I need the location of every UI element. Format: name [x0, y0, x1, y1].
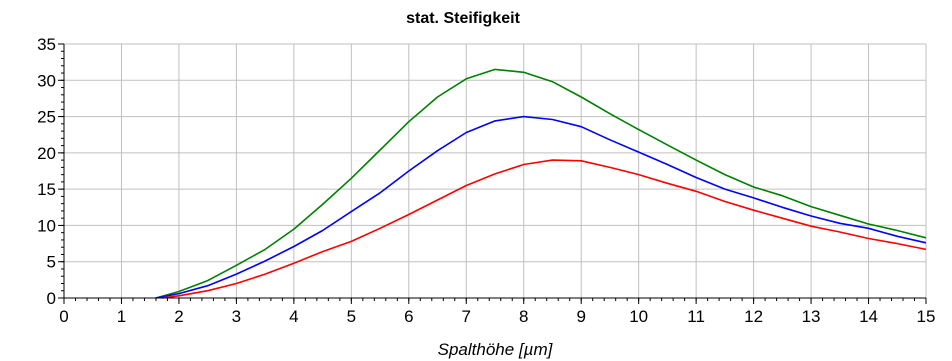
x-tick-label: 0 — [59, 307, 68, 326]
chart-title: stat. Steifigkeit — [406, 10, 520, 27]
x-tick-label: 12 — [744, 307, 763, 326]
x-tick-label: 2 — [174, 307, 183, 326]
y-tick-label: 30 — [37, 71, 56, 90]
x-tick-label: 7 — [462, 307, 471, 326]
x-tick-label: 6 — [404, 307, 413, 326]
y-tick-label: 10 — [37, 216, 56, 235]
plot-area — [64, 44, 926, 298]
y-tick-label: 5 — [47, 253, 56, 272]
x-tick-label: 4 — [289, 307, 298, 326]
x-tick-label: 3 — [232, 307, 241, 326]
x-tick-label: 13 — [802, 307, 821, 326]
x-tick-label: 5 — [347, 307, 356, 326]
y-tick-label: 25 — [37, 108, 56, 127]
series-group — [155, 68, 927, 299]
x-tick-label: 1 — [117, 307, 126, 326]
y-tick-label: 20 — [37, 144, 56, 163]
y-tick-label: 15 — [37, 180, 56, 199]
x-tick-label: 15 — [917, 307, 936, 326]
series-line-1 — [155, 68, 927, 299]
x-tick-label: 11 — [687, 307, 705, 326]
x-tick-label: 14 — [859, 307, 878, 326]
series-line-2 — [155, 115, 927, 299]
x-axis-label: Spalthöhe [µm] — [438, 340, 554, 359]
x-tick-label: 9 — [576, 307, 585, 326]
y-tick-label: 35 — [37, 35, 56, 54]
grid — [64, 43, 927, 298]
x-tick-label: 8 — [519, 307, 528, 326]
series-line-3 — [161, 159, 927, 299]
y-tick-label: 0 — [47, 289, 56, 308]
x-tick-label: 10 — [629, 307, 648, 326]
